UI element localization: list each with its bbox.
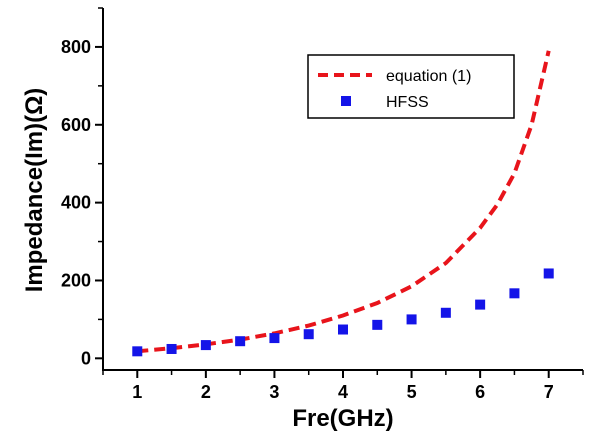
legend-label-1: HFSS <box>386 94 429 111</box>
data-point-hfss <box>338 324 348 335</box>
x-tick-label-7: 7 <box>544 382 554 402</box>
x-tick-label-5: 5 <box>407 382 417 402</box>
x-axis-ticks: 1 2 3 4 5 6 7 <box>102 370 584 402</box>
data-point-hfss <box>509 288 520 299</box>
data-point-hfss <box>406 314 417 325</box>
legend-label-0: equation (1) <box>386 68 471 85</box>
data-point-hfss <box>372 319 383 330</box>
y-tick-label-800: 800 <box>61 37 91 57</box>
y-axis-title: Impedance(Im)(Ω) <box>21 88 48 293</box>
y-axis-ticks: 0 200 400 600 800 <box>61 7 103 368</box>
series-line-equation <box>137 50 551 354</box>
legend-box <box>307 54 515 119</box>
series-0 <box>137 50 551 354</box>
y-tick-label-600: 600 <box>61 115 91 135</box>
data-point-hfss <box>440 307 451 318</box>
data-point-hfss <box>269 333 280 344</box>
x-tick-label-1: 1 <box>132 382 142 402</box>
series-layer <box>132 50 554 357</box>
series-1 <box>132 268 554 357</box>
data-point-hfss <box>543 268 554 279</box>
data-point-hfss <box>166 343 177 354</box>
legend-swatch-square <box>341 96 351 106</box>
x-axis-title: Fre(GHz) <box>292 405 393 432</box>
y-tick-label-400: 400 <box>61 193 91 213</box>
data-point-hfss <box>475 299 486 310</box>
data-point-hfss <box>235 336 246 347</box>
y-tick-label-200: 200 <box>61 270 91 290</box>
x-tick-label-6: 6 <box>475 382 485 402</box>
legend: equation (1) HFSS <box>307 54 515 119</box>
y-tick-label-0: 0 <box>81 348 91 368</box>
data-point-hfss <box>303 329 314 340</box>
data-point-hfss <box>200 340 211 351</box>
x-tick-label-3: 3 <box>269 382 279 402</box>
x-tick-label-2: 2 <box>201 382 211 402</box>
x-tick-label-4: 4 <box>338 382 348 402</box>
data-point-hfss <box>132 346 143 357</box>
